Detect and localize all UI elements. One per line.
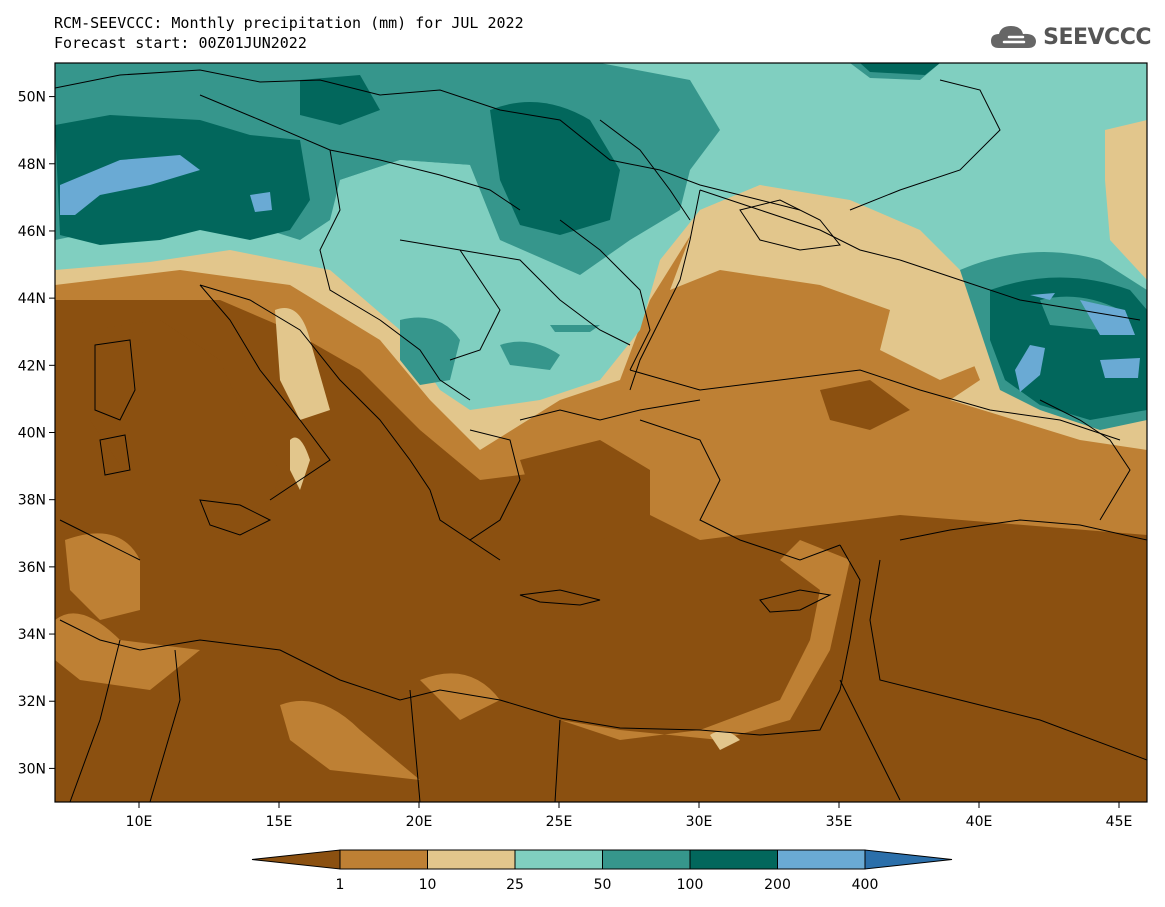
y-tick-label: 44N (18, 291, 46, 307)
map-title: RCM-SEEVCCC: Monthly precipitation (mm) … (54, 14, 524, 32)
legend-swatch (689, 849, 778, 870)
seevccc-logo: SEEVCCC (989, 22, 1151, 52)
y-tick-label: 36N (18, 560, 46, 576)
y-tick-label: 48N (18, 157, 46, 173)
y-tick-label: 42N (18, 358, 46, 374)
y-tick-label: 34N (18, 627, 46, 643)
legend-label: 25 (506, 877, 524, 893)
legend-label: 10 (419, 877, 437, 893)
x-tick-label: 40E (966, 814, 993, 830)
legend-swatch (339, 849, 428, 870)
legend-swatch (427, 849, 516, 870)
x-tick-label: 30E (686, 814, 713, 830)
x-tick-label: 45E (1106, 814, 1133, 830)
coastlines (59, 189, 901, 736)
legend-swatch (514, 849, 603, 870)
logo-text: SEEVCCC (1043, 24, 1151, 50)
x-tick-label: 15E (266, 814, 293, 830)
x-tick-label: 10E (126, 814, 153, 830)
legend-label: 50 (594, 877, 612, 893)
y-tick-label: 32N (18, 694, 46, 710)
legend-swatch (602, 849, 691, 870)
country-borders (55, 69, 1147, 802)
legend-swatch (777, 849, 866, 870)
legend-label: 100 (677, 877, 704, 893)
x-tick-label: 35E (826, 814, 853, 830)
legend-swatch (251, 849, 341, 870)
legend-label: 200 (764, 877, 791, 893)
y-tick-label: 30N (18, 761, 46, 777)
x-tick-label: 20E (406, 814, 433, 830)
y-tick-label: 38N (18, 493, 46, 509)
y-tick-label: 50N (18, 90, 46, 106)
legend-label: 400 (852, 877, 879, 893)
legend-swatch (864, 849, 953, 870)
legend-label: 1 (336, 877, 345, 893)
y-tick-label: 46N (18, 224, 46, 240)
forecast-start-label: Forecast start: 00Z01JUN2022 (54, 34, 307, 52)
latitude-axis: 30N 32N 34N 36N 38N 40N 42N 44N 46N 48N 50N (18, 90, 55, 777)
longitude-axis: 10E 15E 20E 25E 30E 35E 40E 45E (126, 802, 1133, 830)
precipitation-map (55, 63, 1147, 802)
x-tick-label: 25E (546, 814, 573, 830)
cloud-icon (991, 26, 1037, 48)
colorbar-legend: 1 10 25 50 100 200 400 (251, 849, 953, 893)
y-tick-label: 40N (18, 426, 46, 442)
